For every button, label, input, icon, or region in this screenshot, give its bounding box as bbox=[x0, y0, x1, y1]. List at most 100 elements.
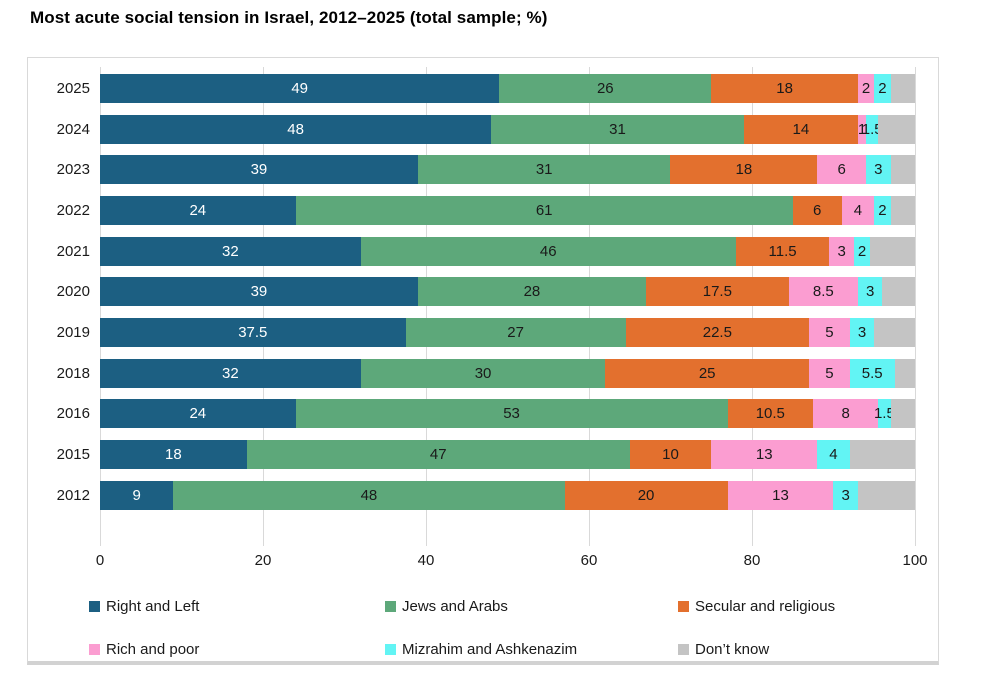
bar-segment-don-t-know bbox=[890, 399, 915, 429]
bar-segment-secular-and-religious: 18 bbox=[670, 155, 818, 185]
bar-segment-secular-and-religious: 6 bbox=[792, 195, 842, 225]
bar-segment-secular-and-religious: 20 bbox=[564, 480, 728, 510]
bar-segment-label: 22.5 bbox=[702, 323, 732, 341]
bar-segment-mizrahim-and-ashkenazim: 4 bbox=[817, 439, 850, 469]
bar-segment-label: 3 bbox=[857, 323, 867, 341]
bar-segment-right-and-left: 32 bbox=[100, 236, 361, 266]
year-label: 2012 bbox=[56, 486, 90, 504]
legend-swatch bbox=[89, 600, 100, 612]
bar-segment-label: 27 bbox=[507, 323, 524, 341]
bar-row: 37.5 27 22.5 5 3 bbox=[100, 317, 915, 347]
bar-row: 18 47 10 13 4 bbox=[100, 439, 915, 469]
legend-item-secular-and-religious: Secular and religious bbox=[678, 596, 835, 616]
bar-row: 9 48 20 13 3 bbox=[100, 480, 915, 510]
bar-segment-rich-and-poor: 6 bbox=[817, 155, 867, 185]
bar-segment-right-and-left: 9 bbox=[100, 480, 174, 510]
bar-segment-jews-and-arabs: 28 bbox=[417, 277, 647, 307]
bar-segment-don-t-know bbox=[894, 358, 915, 388]
gridline bbox=[100, 67, 101, 546]
bar-segment-rich-and-poor: 13 bbox=[727, 480, 834, 510]
year-label: 2022 bbox=[56, 201, 90, 219]
bar-segment-mizrahim-and-ashkenazim: 1.5 bbox=[862, 114, 883, 144]
x-axis-tick-label: 80 bbox=[743, 552, 761, 569]
bar-row: 32 46 11.5 3 2 bbox=[100, 236, 915, 266]
bar-segment-label: 9 bbox=[132, 486, 141, 504]
bar-segment-label: 18 bbox=[776, 80, 793, 97]
bar-segment-label: 49 bbox=[291, 80, 309, 97]
bar-row: 39 28 17.5 8.5 3 bbox=[100, 277, 915, 307]
bar-segment-label: 31 bbox=[535, 161, 553, 179]
bar-segment-label: 31 bbox=[609, 120, 626, 138]
bar-segment-label: 2 bbox=[857, 242, 867, 260]
bar-segment-mizrahim-and-ashkenazim: 3 bbox=[866, 155, 891, 185]
x-axis-tick-label: 40 bbox=[417, 552, 435, 569]
bar-segment-label: 4 bbox=[853, 201, 863, 219]
bar-segment-label: 48 bbox=[287, 120, 304, 138]
plot-area: 0 20 40 60 80 100 2025 49 26 18 2 2 2024 48 31 14 1 1.5 20… bbox=[28, 58, 938, 661]
bar-segment-label: 11.5 bbox=[768, 242, 797, 260]
bar-segment-label: 18 bbox=[165, 445, 182, 463]
bar-segment-right-and-left: 24 bbox=[100, 195, 296, 225]
bar-segment-label: 20 bbox=[637, 486, 655, 504]
bar-segment-don-t-know bbox=[890, 195, 915, 225]
bar-segment-secular-and-religious: 17.5 bbox=[646, 277, 789, 307]
bar-segment-label: 39 bbox=[250, 283, 268, 301]
legend-label: Mizrahim and Ashkenazim bbox=[402, 640, 578, 658]
bar-segment-jews-and-arabs: 31 bbox=[417, 155, 671, 185]
bar-segment-don-t-know bbox=[878, 114, 915, 144]
bar-segment-label: 1.5 bbox=[861, 120, 883, 138]
bar-segment-right-and-left: 39 bbox=[100, 155, 418, 185]
bar-segment-secular-and-religious: 25 bbox=[605, 358, 810, 388]
bar-segment-label: 30 bbox=[474, 364, 492, 382]
bar-segment-label: 8 bbox=[841, 405, 850, 423]
bar-segment-secular-and-religious: 11.5 bbox=[735, 236, 830, 266]
year-label: 2020 bbox=[56, 283, 90, 301]
bar-segment-label: 5.5 bbox=[861, 364, 883, 382]
bar-segment-don-t-know bbox=[874, 317, 915, 347]
bar-segment-jews-and-arabs: 46 bbox=[360, 236, 736, 266]
bar-segment-label: 32 bbox=[222, 242, 239, 260]
bar-segment-rich-and-poor: 8 bbox=[813, 399, 879, 429]
bar-segment-label: 24 bbox=[189, 405, 207, 423]
legend-label: Secular and religious bbox=[695, 597, 836, 615]
bar-segment-label: 3 bbox=[841, 486, 850, 504]
bar-segment-mizrahim-and-ashkenazim: 2 bbox=[874, 195, 891, 225]
bar-segment-right-and-left: 37.5 bbox=[100, 317, 406, 347]
bar-segment-jews-and-arabs: 30 bbox=[360, 358, 606, 388]
bar-segment-jews-and-arabs: 26 bbox=[499, 74, 712, 103]
x-axis-tick-label: 20 bbox=[254, 552, 272, 569]
bar-segment-rich-and-poor: 1 bbox=[858, 114, 866, 144]
bar-segment-label: 61 bbox=[535, 201, 553, 219]
bar-segment-secular-and-religious: 18 bbox=[711, 74, 858, 103]
legend-label: Jews and Arabs bbox=[402, 597, 508, 615]
bar-segment-don-t-know bbox=[849, 439, 915, 469]
x-axis-tick-label: 60 bbox=[580, 552, 598, 569]
bar-row: 24 61 6 4 2 bbox=[100, 195, 915, 225]
gridline bbox=[263, 67, 264, 546]
bar-segment-right-and-left: 18 bbox=[100, 439, 247, 469]
bar-segment-label: 8.5 bbox=[812, 283, 834, 301]
bar-segment-label: 4 bbox=[829, 445, 838, 463]
legend-item-rich-and-poor: Rich and poor bbox=[89, 639, 199, 659]
bar-segment-jews-and-arabs: 53 bbox=[295, 399, 728, 429]
bar-row: 32 30 25 5 5.5 bbox=[100, 358, 915, 388]
bar-segment-label: 14 bbox=[792, 120, 810, 138]
bar-segment-don-t-know bbox=[890, 155, 915, 185]
bar-segment-label: 13 bbox=[755, 445, 773, 463]
bar-segment-rich-and-poor: 13 bbox=[711, 439, 818, 469]
year-label: 2025 bbox=[56, 80, 90, 97]
bar-row: 24 53 10.5 8 1.5 bbox=[100, 399, 915, 429]
year-label: 2015 bbox=[56, 445, 90, 463]
legend-item-mizrahim-and-ashkenazim: Mizrahim and Ashkenazim bbox=[385, 639, 577, 659]
bar-segment-label: 3 bbox=[837, 242, 846, 260]
legend-swatch bbox=[385, 600, 396, 612]
bar-segment-label: 26 bbox=[596, 80, 614, 97]
year-label: 2018 bbox=[56, 364, 90, 382]
bar-segment-label: 5 bbox=[825, 323, 834, 341]
bar-segment-label: 28 bbox=[523, 283, 541, 301]
year-label: 2016 bbox=[56, 405, 90, 423]
bar-segment-label: 6 bbox=[837, 161, 846, 179]
bar-segment-label: 37.5 bbox=[238, 323, 268, 341]
bar-segment-label: 18 bbox=[735, 161, 753, 179]
bar-segment-label: 6 bbox=[813, 201, 822, 219]
